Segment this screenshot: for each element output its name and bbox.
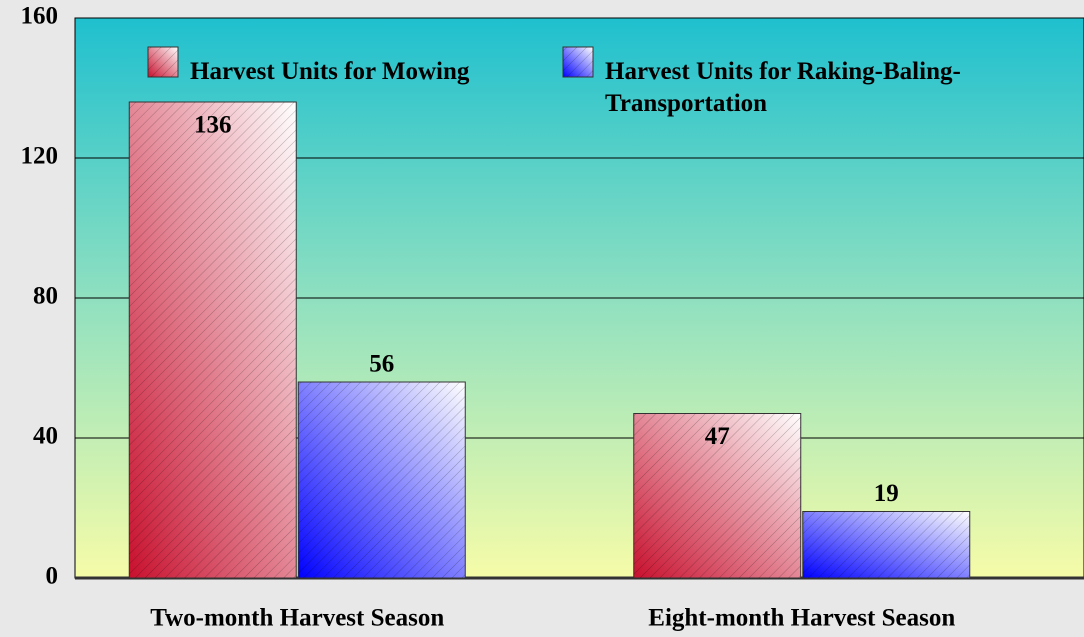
- data-label: 19: [874, 480, 899, 507]
- legend-swatch-hatch: [563, 47, 593, 77]
- data-label: 56: [369, 351, 394, 378]
- legend-label: Harvest Units for Raking-Baling-Transpor…: [605, 58, 961, 117]
- x-tick-label: Two-month Harvest Season: [150, 605, 444, 632]
- y-tick-label: 0: [46, 563, 59, 590]
- bar-hatch: [298, 382, 466, 578]
- y-tick-label: 80: [33, 283, 58, 310]
- y-tick-label: 160: [21, 3, 59, 30]
- x-tick-label: Eight-month Harvest Season: [648, 605, 955, 632]
- y-tick-label: 120: [21, 143, 59, 170]
- legend-entry: Harvest Units for Raking-Baling-Transpor…: [605, 58, 961, 117]
- bar-hatch: [802, 511, 970, 578]
- legend-label: Harvest Units for Mowing: [190, 58, 470, 85]
- legend-entry: Harvest Units for Mowing: [190, 58, 470, 85]
- y-tick-label: 40: [33, 423, 58, 450]
- bar-hatch: [129, 102, 297, 578]
- data-label: 136: [194, 112, 232, 139]
- legend-swatch-hatch: [148, 47, 178, 77]
- data-label: 47: [705, 423, 730, 450]
- bar-hatch: [633, 413, 801, 578]
